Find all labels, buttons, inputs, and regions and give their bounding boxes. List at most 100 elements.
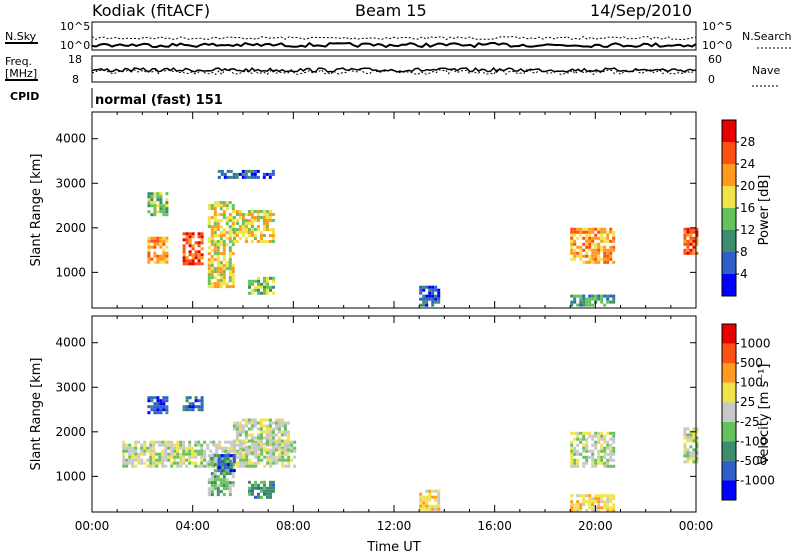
echo-cell [437,294,441,298]
echo-cell [226,169,230,173]
time-tick-label: 04:00 [175,519,210,533]
echo-cell [262,216,266,219]
echo-cell [425,285,429,289]
echo-cell [591,455,595,459]
echo-cell [207,267,211,271]
echo-cell [576,227,580,231]
echo-cell [161,464,165,468]
echo-cell [431,300,435,304]
echo-cell [585,239,589,243]
echo-cell [695,445,699,449]
echo-cell [241,231,245,234]
echo-cell [188,443,192,447]
echo-cell [570,230,574,234]
echo-cell [212,440,216,444]
echo-cell [245,458,249,462]
echo-cell [422,294,426,298]
y-tick-label: 4000 [55,336,86,350]
echo-cell [159,192,163,196]
echo-cell [259,445,263,449]
echo-cell [219,466,223,470]
echo-cell [226,457,230,461]
echo-cell [137,458,141,462]
echo-cell [570,239,574,243]
echo-cell [228,481,232,485]
echo-cell [274,427,278,431]
echo-cell [213,204,217,208]
echo-cell [197,399,201,403]
echo-cell [222,472,226,476]
echo-cell [585,236,589,240]
echo-cell [431,504,435,508]
echo-cell [122,458,126,462]
echo-cell [153,242,157,246]
echo-cell [591,297,595,301]
echo-cell [200,446,204,450]
echo-cell [156,254,160,258]
echo-cell [210,261,214,265]
echo-cell [213,472,217,476]
echo-cell [210,240,214,244]
echo-cell [207,225,211,229]
echo-cell [271,430,275,434]
echo-cell [573,242,577,246]
echo-cell [250,427,254,431]
echo-cell [597,437,601,441]
echo-cell [191,405,195,409]
echo-cell [122,464,126,468]
echo-cell [609,509,613,513]
echo-cell [582,449,586,453]
echo-cell [253,216,257,219]
echo-cell [125,461,129,465]
echo-cell [686,230,690,234]
echo-cell [179,440,183,444]
echo-cell [259,237,263,240]
colorbar-tick-label: 500 [740,356,763,370]
echo-cell [200,396,204,400]
echo-cell [600,434,604,438]
echo-cell [222,267,226,271]
echo-cell [251,489,254,493]
echo-cell [573,506,577,510]
echo-cell [179,452,183,456]
echo-cell [232,175,236,179]
echo-cell [182,449,186,453]
echo-cell [283,424,287,428]
echo-cell [225,219,229,223]
echo-cell [588,506,592,510]
echo-cell [579,509,583,513]
echo-cell [159,242,163,246]
echo-cell [231,267,235,271]
echo-cell [265,240,269,243]
echo-cell [216,279,220,283]
echo-cell [293,464,297,468]
echo-cell [241,442,245,446]
echo-cell [695,460,699,464]
echo-cell [241,448,245,452]
echo-cell [600,443,604,447]
echo-cell [692,457,696,461]
echo-cell [286,448,290,452]
echo-cell [216,264,220,268]
echo-cell [170,446,174,450]
echo-cell [570,506,574,510]
echo-cell [692,451,696,455]
echo-cell [573,446,577,450]
echo-cell [216,478,220,482]
echo-cell [125,446,129,450]
echo-cell [606,230,610,234]
echo-cell [210,204,214,208]
echo-cell [238,445,242,449]
nsky-label: N.Sky [5,30,37,43]
echo-cell [250,424,254,428]
echo-cell [176,452,180,456]
echo-cell [579,303,583,307]
echo-cell [156,411,160,415]
echo-cell [150,239,154,243]
colorbar-swatch [722,186,736,208]
power-echoes [147,169,699,307]
echo-cell [683,248,687,252]
echo-cell [686,242,690,246]
echo-cell [150,213,154,217]
